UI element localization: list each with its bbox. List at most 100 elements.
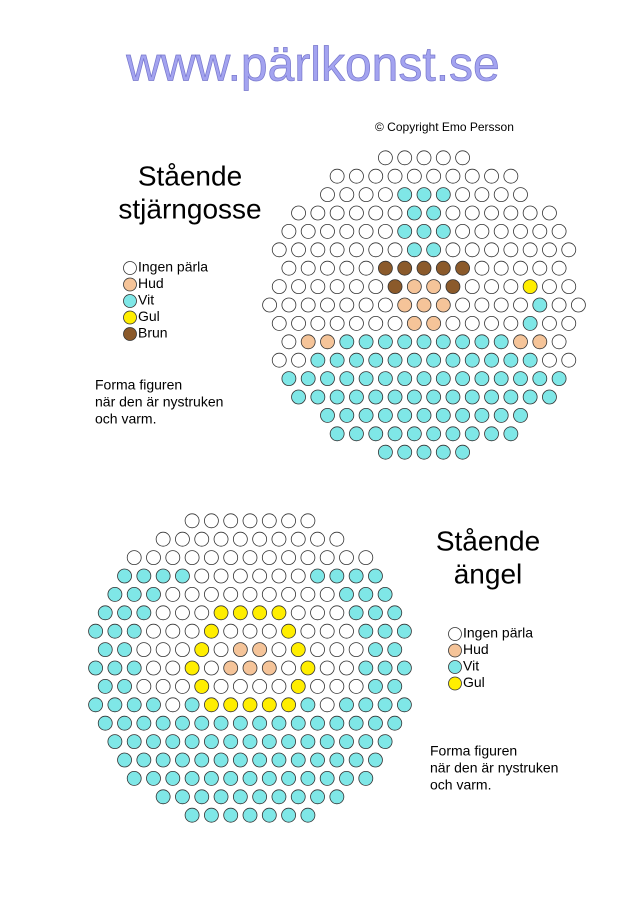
bead [213, 752, 229, 768]
bead [416, 150, 432, 166]
bead [349, 389, 364, 405]
bead [542, 242, 557, 258]
bead [416, 223, 432, 239]
bead [291, 389, 306, 405]
bead [339, 550, 354, 565]
bead [271, 679, 287, 694]
bead [97, 642, 113, 657]
bead [503, 168, 519, 184]
bead [358, 771, 374, 786]
bead [97, 679, 113, 694]
bead [155, 715, 171, 731]
bead [368, 205, 384, 221]
bead [397, 223, 413, 239]
bead [329, 642, 345, 657]
bead [310, 715, 325, 731]
bead [349, 279, 364, 295]
bead [503, 315, 519, 331]
bead [261, 513, 277, 529]
bead [426, 242, 442, 258]
note-line: när den är nystruken [430, 760, 558, 776]
bead [358, 623, 374, 639]
bead [329, 315, 345, 331]
bead [136, 752, 152, 768]
bead [445, 205, 461, 221]
bead [426, 168, 442, 184]
bead [261, 807, 277, 823]
bead [358, 297, 374, 313]
bead [203, 513, 219, 529]
bead [513, 260, 528, 276]
legend-label: Ingen pärla [463, 625, 533, 641]
site-title: www.pärlkonst.se [125, 39, 499, 92]
bead [252, 568, 268, 584]
bead [261, 771, 277, 786]
bead [339, 260, 355, 276]
bead [377, 223, 393, 239]
bead [281, 807, 297, 823]
bead [291, 279, 306, 295]
bead [397, 371, 413, 387]
bead [290, 642, 306, 657]
bead [522, 389, 538, 405]
bead [377, 734, 393, 749]
bead [271, 642, 287, 657]
bead [213, 789, 229, 805]
bead [455, 223, 471, 239]
bead [397, 334, 413, 350]
bead [252, 679, 268, 694]
bead [339, 371, 355, 387]
bead [406, 426, 422, 442]
bead [339, 223, 355, 239]
bead [397, 407, 413, 423]
bead [358, 697, 374, 713]
bead [387, 679, 403, 694]
bead [464, 426, 480, 442]
bead [320, 223, 335, 239]
bead [435, 371, 451, 387]
bead [194, 642, 210, 657]
bead [320, 334, 335, 350]
bead [377, 623, 393, 639]
note-line: och varm. [430, 777, 491, 793]
bead [416, 334, 432, 350]
bead [310, 352, 326, 368]
bead [300, 697, 316, 713]
bead [184, 587, 200, 602]
bead [503, 205, 519, 221]
bead [377, 660, 393, 676]
bead [426, 205, 442, 221]
bead [175, 715, 190, 731]
bead [484, 315, 499, 331]
bead [223, 734, 239, 749]
bead [339, 734, 354, 749]
bead [571, 297, 586, 313]
bead [242, 513, 258, 529]
bead [348, 642, 364, 657]
bead [290, 752, 306, 768]
bead [387, 605, 403, 621]
bead [319, 587, 335, 602]
bead [329, 352, 345, 368]
bead [551, 223, 567, 239]
bead [503, 279, 519, 295]
legend-swatch [123, 277, 137, 292]
bead [117, 605, 132, 621]
bead [126, 697, 142, 713]
bead [175, 605, 190, 621]
bead [455, 371, 471, 387]
bead [358, 371, 374, 387]
bead [445, 168, 461, 184]
bead [329, 679, 345, 694]
bead [310, 315, 326, 331]
bead [281, 223, 297, 239]
bead [300, 334, 316, 350]
bead [300, 513, 316, 529]
bead [474, 297, 490, 313]
bead [348, 679, 364, 694]
bead [184, 697, 200, 713]
bead [455, 187, 471, 203]
bead [339, 660, 354, 676]
bead [484, 242, 499, 258]
bead [503, 242, 519, 258]
